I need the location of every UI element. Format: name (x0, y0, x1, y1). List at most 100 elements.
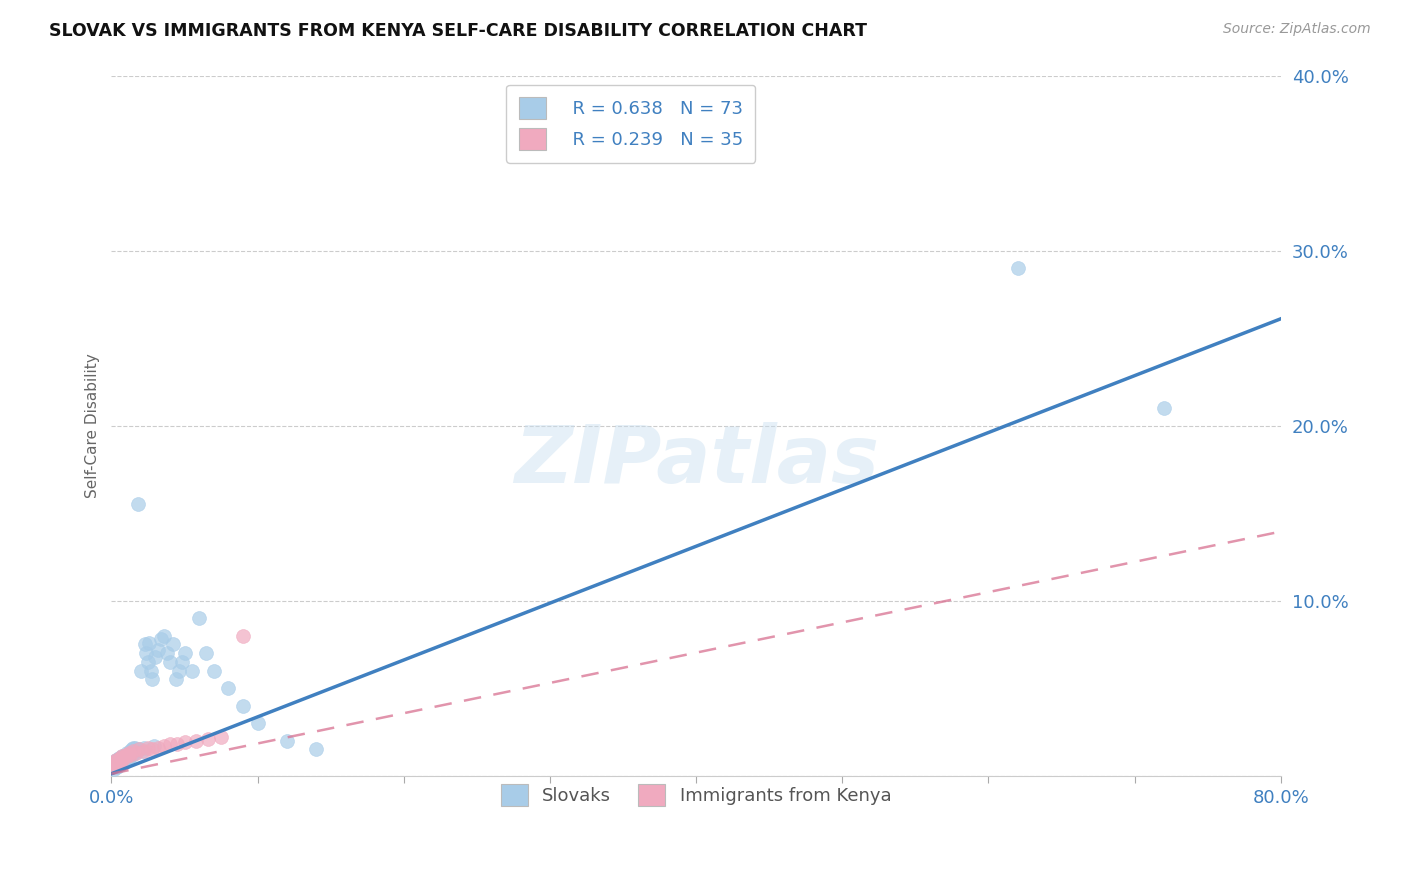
Point (173, 646, 195, 660)
Point (120, 744, 142, 758)
Point (112, 751, 135, 765)
Point (122, 740, 145, 755)
Text: ZIPatlas: ZIPatlas (513, 422, 879, 500)
Point (121, 747, 143, 762)
Point (128, 742, 150, 756)
Point (232, 698, 254, 713)
Point (118, 751, 141, 765)
Point (142, 739, 165, 753)
Point (246, 716, 269, 731)
Point (173, 735, 195, 749)
Point (232, 628, 254, 642)
Point (132, 744, 155, 758)
Point (135, 646, 157, 660)
Point (125, 744, 148, 758)
Point (186, 733, 208, 747)
Point (180, 664, 202, 678)
Point (125, 746, 148, 760)
Point (217, 681, 239, 695)
Point (121, 742, 143, 756)
Point (148, 642, 170, 657)
Point (167, 664, 190, 678)
Point (188, 611, 211, 625)
Point (276, 733, 298, 747)
Point (105, 758, 128, 772)
Point (105, 753, 128, 767)
Point (141, 673, 163, 687)
Point (118, 746, 141, 760)
Point (101, 760, 124, 774)
Y-axis label: Self-Care Disability: Self-Care Disability (86, 353, 100, 498)
Point (105, 760, 128, 774)
Point (114, 755, 136, 769)
Point (104, 753, 127, 767)
Point (107, 753, 129, 767)
Point (111, 756, 134, 771)
Point (117, 749, 139, 764)
Point (105, 755, 128, 769)
Point (111, 753, 134, 767)
Point (139, 664, 162, 678)
Point (107, 756, 129, 771)
Point (162, 637, 184, 651)
Point (197, 731, 219, 746)
Point (153, 739, 176, 753)
Point (134, 637, 156, 651)
Point (104, 756, 127, 771)
Point (127, 497, 149, 511)
Point (1007, 260, 1029, 275)
Point (117, 751, 139, 765)
Point (120, 747, 142, 762)
Point (117, 746, 139, 760)
Point (156, 646, 179, 660)
Point (202, 664, 225, 678)
Point (103, 755, 125, 769)
Point (150, 632, 173, 646)
Point (107, 751, 129, 765)
Point (129, 664, 152, 678)
Point (108, 751, 131, 765)
Point (112, 755, 135, 769)
Point (141, 742, 163, 756)
Point (153, 628, 176, 642)
Point (103, 755, 125, 769)
Point (165, 673, 187, 687)
Point (108, 755, 131, 769)
Point (195, 646, 218, 660)
Point (138, 635, 160, 649)
Point (115, 747, 138, 762)
Point (112, 751, 135, 765)
Point (122, 746, 145, 760)
Text: SLOVAK VS IMMIGRANTS FROM KENYA SELF-CARE DISABILITY CORRELATION CHART: SLOVAK VS IMMIGRANTS FROM KENYA SELF-CAR… (49, 22, 868, 40)
Point (148, 740, 170, 755)
Point (305, 742, 328, 756)
Point (118, 746, 141, 760)
Point (170, 655, 193, 669)
Point (104, 756, 127, 771)
Point (132, 740, 155, 755)
Point (114, 749, 136, 764)
Point (108, 758, 131, 772)
Point (104, 760, 127, 774)
Point (128, 742, 150, 756)
Point (104, 753, 127, 767)
Point (103, 758, 125, 772)
Legend: Slovaks, Immigrants from Kenya: Slovaks, Immigrants from Kenya (492, 775, 900, 815)
Point (166, 737, 188, 751)
Point (136, 655, 159, 669)
Point (103, 762, 125, 776)
Point (159, 655, 181, 669)
Point (101, 756, 124, 771)
Point (101, 756, 124, 771)
Point (108, 751, 131, 765)
Point (1153, 401, 1175, 415)
Point (143, 649, 166, 664)
Text: Source: ZipAtlas.com: Source: ZipAtlas.com (1223, 22, 1371, 37)
Point (111, 749, 134, 764)
Point (124, 740, 146, 755)
Point (209, 730, 232, 744)
Point (101, 760, 124, 774)
Point (108, 755, 131, 769)
Point (136, 740, 159, 755)
Point (103, 758, 125, 772)
